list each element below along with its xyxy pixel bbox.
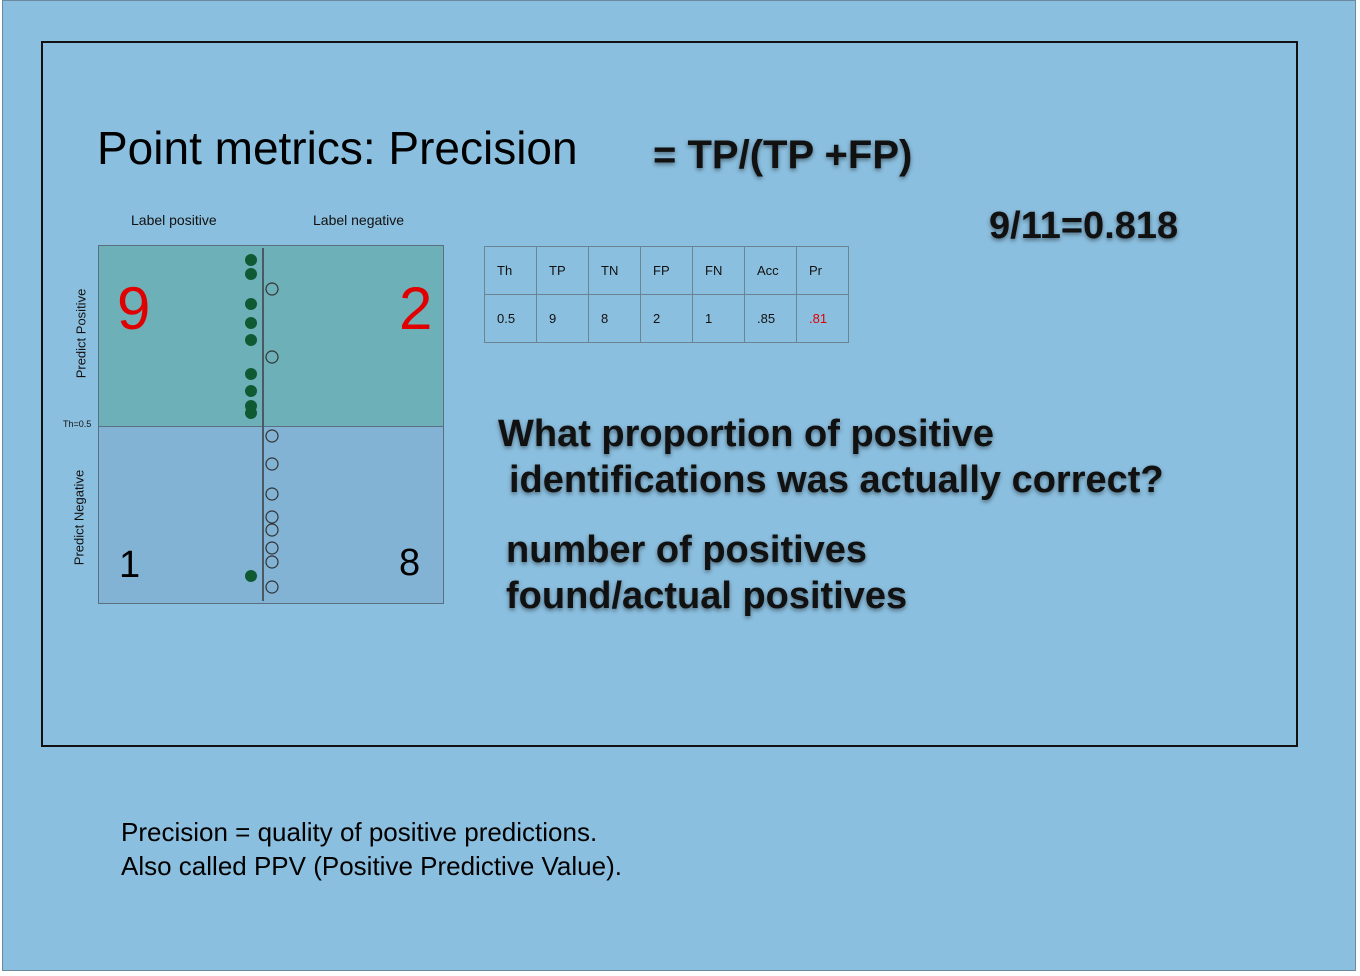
answer-line-2: found/actual positives [506,575,908,617]
row-label-predict-positive: Predict Positive [73,288,89,379]
positive-sample-dot [245,268,257,280]
metrics-value-row: 0.5 9 8 2 1 .85 .81 [484,294,849,343]
positive-sample-dot [245,407,257,419]
positive-sample-dot [245,570,257,582]
header-tn: TN [588,246,641,295]
value-th: 0.5 [484,294,537,343]
predict-negative-row [99,427,443,603]
slide-title: Point metrics: Precision [97,122,578,174]
false-positive-count: 2 [399,275,433,342]
precision-formula: = TP/(TP +FP) [653,133,913,177]
col-label-positive: Label positive [131,212,217,228]
value-tp: 9 [536,294,589,343]
header-tp: TP [536,246,589,295]
header-pr: Pr [796,246,849,295]
metrics-table: Th TP TN FP FN Acc Pr 0.5 9 8 2 1 .85 .8… [484,246,849,343]
true-negative-count: 8 [399,542,421,584]
negative-sample-dot [265,523,279,537]
negative-sample-dot [265,429,279,443]
true-positive-count: 9 [117,275,151,342]
threshold-label: Th=0.5 [63,419,92,429]
question-line-2: identifications was actually correct? [509,459,1164,501]
positive-sample-dot [245,317,257,329]
sample-dots [245,254,279,594]
value-acc: .85 [744,294,797,343]
positive-sample-dot [245,385,257,397]
positive-sample-dot [245,254,257,266]
positive-sample-dot [245,334,257,346]
value-fn: 1 [692,294,745,343]
col-label-negative: Label negative [313,212,405,228]
positive-sample-dot [245,298,257,310]
label-divider [262,248,264,601]
question-line-1: What proportion of positive [498,413,995,455]
footer-line-1: Precision = quality of positive predicti… [121,817,598,847]
metrics-header-row: Th TP TN FP FN Acc Pr [484,246,849,295]
negative-sample-dot [265,580,279,594]
answer-line-1: number of positives [506,529,868,571]
slide-frame: Point metrics: Precision = TP/(TP +FP) 9… [41,41,1298,747]
value-pr: .81 [796,294,849,343]
negative-sample-dot [265,457,279,471]
negative-sample-dot [265,282,279,296]
header-fp: FP [640,246,693,295]
false-negative-count: 1 [119,544,141,586]
row-label-predict-negative: Predict Negative [71,469,87,566]
predict-positive-row [99,246,443,427]
negative-sample-dot [265,555,279,569]
negative-sample-dot [265,350,279,364]
header-th: Th [484,246,537,295]
positive-sample-dot [245,368,257,380]
value-fp: 2 [640,294,693,343]
precision-result: 9/11=0.818 [989,205,1179,247]
negative-sample-dot [265,510,279,524]
confusion-matrix: 9 2 1 8 [98,245,444,604]
value-tn: 8 [588,294,641,343]
header-acc: Acc [744,246,797,295]
header-fn: FN [692,246,745,295]
negative-sample-dot [265,541,279,555]
footer-line-2: Also called PPV (Positive Predictive Val… [121,851,622,881]
negative-sample-dot [265,487,279,501]
